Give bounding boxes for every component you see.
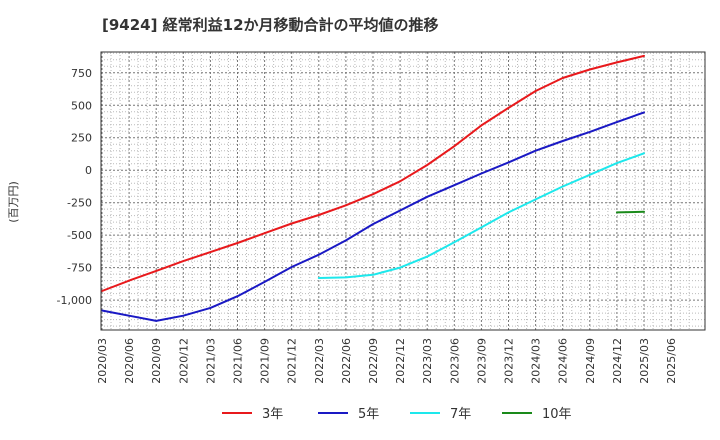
legend-label: 3年 [262,407,283,422]
plot-frame [100,51,706,331]
x-tick-label: 2025/03 [638,338,651,384]
x-tick-label: 2020/06 [123,338,136,384]
x-tick-label: 2021/06 [232,338,245,384]
x-tick-label: 2020/09 [150,338,163,384]
grid [101,52,705,330]
series-layer [101,54,645,322]
y-tick-label: -750 [67,262,92,275]
y-tick-label: -1,000 [57,294,92,307]
x-tick-label: 2025/06 [665,338,678,384]
legend-item-2: 7年 [410,407,471,422]
y-axis-label: (百万円) [7,181,20,223]
series-line-0 [101,54,645,292]
x-axis: 2020/03 2020/06 2020/09 2020/12 2021/03 2021/… [96,338,678,384]
x-tick-label: 2024/03 [530,338,543,384]
x-tick-label: 2024/12 [611,338,624,384]
x-tick-label: 2022/06 [340,338,353,384]
y-tick-label: 0 [85,164,92,177]
legend: 3年 5年 7年 10年 [222,407,572,422]
x-tick-label: 2021/09 [259,338,272,384]
y-tick-label: 750 [71,67,92,80]
x-tick-label: 2023/09 [475,338,488,384]
series-line-1 [101,111,645,322]
x-tick-label: 2023/03 [421,338,434,384]
legend-item-1: 5年 [318,407,379,422]
y-tick-label: 250 [71,132,92,145]
legend-label: 5年 [358,407,379,422]
legend-item-0: 3年 [222,407,283,422]
x-tick-label: 2021/03 [204,338,217,384]
series-line-2 [317,152,645,279]
y-tick-label: -250 [67,197,92,210]
x-tick-label: 2022/09 [367,338,380,384]
x-tick-label: 2024/06 [557,338,570,384]
legend-label: 7年 [450,407,471,422]
series-line-3 [615,210,645,214]
x-tick-label: 2021/12 [286,338,299,384]
legend-label: 10年 [542,407,572,422]
x-tick-label: 2023/06 [448,338,461,384]
x-tick-label: 2024/09 [584,338,597,384]
legend-item-3: 10年 [502,407,572,422]
y-axis: 750 500 250 0 -250 -500 -750 -1,000 [57,67,92,307]
chart-title: [9424] 経常利益12か月移動合計の平均値の推移 [102,16,439,34]
y-tick-label: 500 [71,99,92,112]
x-tick-label: 2020/03 [96,338,109,384]
x-tick-label: 2022/03 [313,338,326,384]
x-tick-label: 2022/12 [394,338,407,384]
x-tick-label: 2023/12 [503,338,516,384]
x-tick-label: 2020/12 [177,338,190,384]
y-tick-label: -500 [67,229,92,242]
